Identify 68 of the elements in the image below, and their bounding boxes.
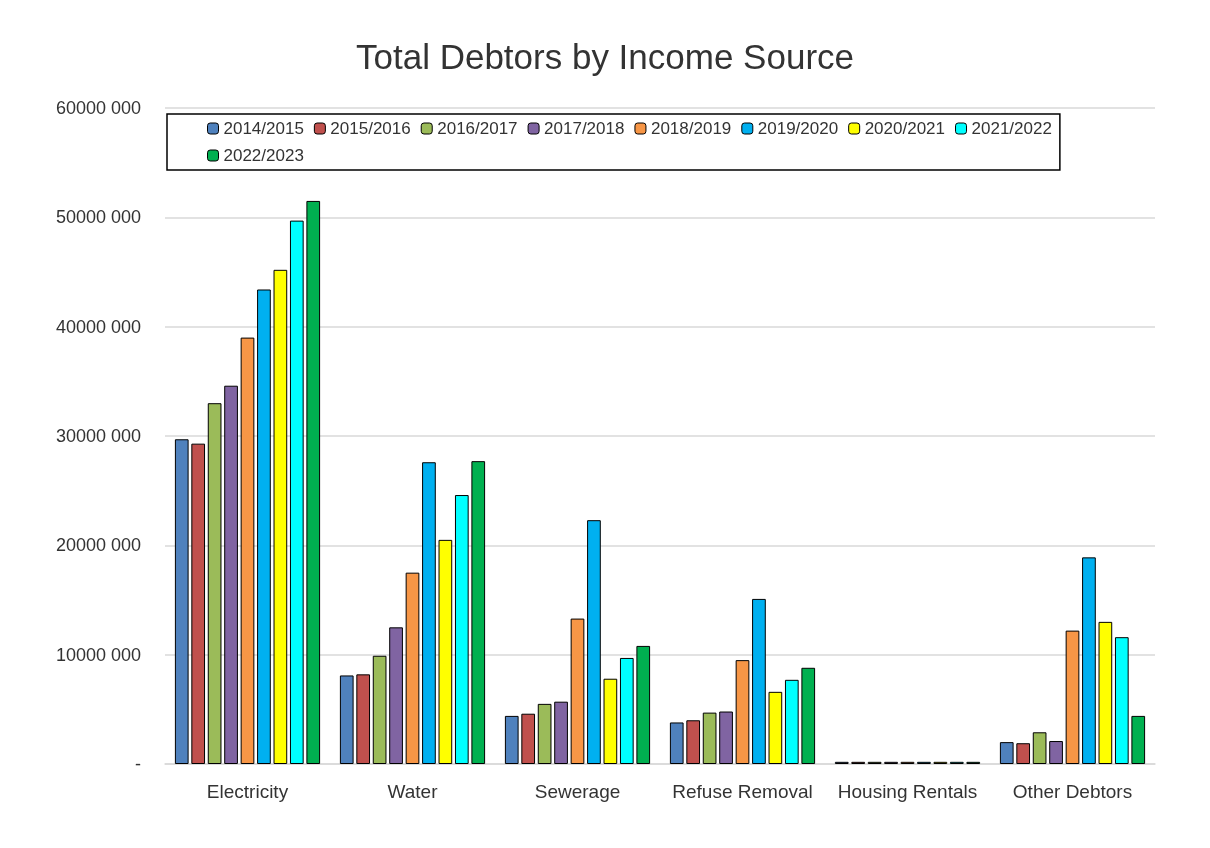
bar [422, 462, 436, 764]
bar [1098, 621, 1113, 764]
bar [752, 598, 766, 764]
bar [240, 337, 255, 764]
bar [438, 539, 453, 764]
bar [784, 679, 799, 764]
bar [306, 200, 321, 764]
bar [521, 713, 536, 764]
y-tick-label: - [135, 754, 141, 774]
x-tick-label: Housing Rentals [837, 781, 978, 802]
bar [570, 618, 585, 764]
bar [1049, 741, 1063, 764]
legend-label: 2014/2015 [223, 119, 304, 138]
bar [1114, 637, 1129, 764]
bar [554, 701, 568, 764]
bar [289, 220, 304, 764]
x-tick-label: Other Debtors [1012, 781, 1133, 802]
legend-label: 2015/2016 [330, 119, 411, 138]
bar [669, 722, 684, 764]
y-tick-label: 30000 000 [55, 426, 141, 446]
bar [735, 660, 750, 764]
bar [257, 289, 271, 764]
bar [273, 269, 288, 764]
bar [686, 720, 701, 764]
y-tick-label: 60000 000 [55, 98, 141, 118]
legend-label: 2019/2020 [757, 119, 839, 138]
bar [224, 385, 238, 764]
bar [471, 461, 486, 764]
bar [454, 495, 469, 764]
bar [1131, 715, 1146, 764]
bar [537, 703, 552, 764]
legend-label: 2020/2021 [864, 119, 946, 138]
bar [636, 645, 651, 764]
legend-label: 2018/2019 [650, 119, 732, 138]
bar [191, 443, 206, 764]
bar [702, 712, 717, 764]
bar [801, 667, 816, 764]
y-tick-label: 40000 000 [55, 316, 141, 337]
bar [504, 715, 519, 764]
x-tick-label: Electricity [206, 781, 289, 802]
bar [207, 403, 222, 764]
chart-title: Total Debtors by Income Source [355, 37, 855, 76]
bar [174, 439, 189, 764]
bar [719, 711, 733, 764]
x-tick-label: Sewerage [534, 781, 621, 802]
x-tick-label: Water [387, 781, 439, 802]
bar [1082, 557, 1096, 764]
x-tick-label: Refuse Removal [672, 781, 813, 802]
bar [356, 674, 371, 764]
bar [603, 678, 618, 764]
legend-label: 2017/2018 [544, 119, 625, 138]
bar [405, 572, 420, 764]
bar [389, 627, 403, 764]
y-tick-label: 50000 000 [55, 207, 141, 228]
bar [999, 742, 1014, 764]
legend-label: 2022/2023 [223, 146, 304, 165]
bar [339, 675, 354, 764]
bar [1032, 732, 1047, 764]
bar [768, 691, 783, 764]
bar [372, 655, 387, 764]
bar [1065, 630, 1080, 764]
bar [619, 657, 634, 764]
bar [1016, 743, 1031, 764]
bar [587, 520, 601, 764]
legend-label: 2021/2022 [971, 119, 1052, 138]
y-tick-label: 10000 000 [55, 644, 141, 665]
y-tick-label: 20000 000 [55, 535, 141, 556]
legend-label: 2016/2017 [437, 119, 518, 138]
